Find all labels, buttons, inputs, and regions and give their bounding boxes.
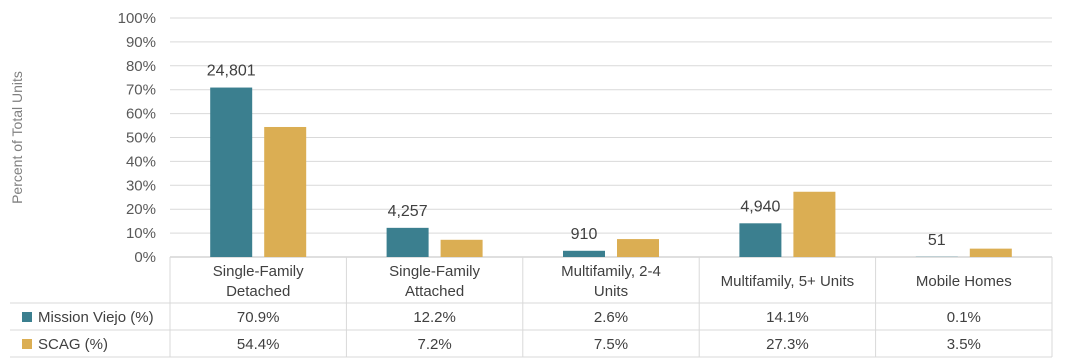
category-label: Multifamily, 5+ Units <box>721 273 855 290</box>
category-label: Single-Family <box>389 263 480 280</box>
bar-mission-viejo <box>386 227 429 257</box>
table-cell: 7.5% <box>594 336 628 353</box>
y-tick-label: 40% <box>126 153 156 170</box>
bar-scag <box>793 191 836 257</box>
y-tick-label: 50% <box>126 130 156 147</box>
y-tick-label: 30% <box>126 177 156 194</box>
data-label: 51 <box>928 232 946 249</box>
bar-scag <box>440 239 483 257</box>
y-tick-label: 20% <box>126 201 156 218</box>
table-cell: 54.4% <box>237 336 280 353</box>
y-tick-label: 10% <box>126 225 156 242</box>
legend-swatch-mission-viejo <box>22 312 32 322</box>
category-label: Units <box>594 283 628 300</box>
bar-scag <box>264 126 307 257</box>
data-label: 910 <box>571 226 598 243</box>
y-tick-label: 100% <box>118 10 156 27</box>
legend-label: SCAG (%) <box>38 336 108 353</box>
bar-mission-viejo <box>739 223 782 257</box>
table-cell: 7.2% <box>417 336 451 353</box>
y-tick-label: 90% <box>126 34 156 51</box>
y-axis-label: Percent of Total Units <box>9 71 25 204</box>
category-label: Single-Family <box>213 263 304 280</box>
bar-scag <box>617 239 659 257</box>
category-label: Multifamily, 2-4 <box>561 263 661 280</box>
table-cell: 2.6% <box>594 309 628 326</box>
table-cell: 27.3% <box>766 336 809 353</box>
table-cell: 3.5% <box>947 336 981 353</box>
legend-swatch-scag <box>22 339 32 349</box>
category-label: Attached <box>405 283 464 300</box>
bar-mission-viejo <box>563 250 605 257</box>
y-tick-label: 60% <box>126 106 156 123</box>
y-tick-label: 0% <box>134 249 156 266</box>
data-label: 4,940 <box>740 198 780 215</box>
legend-label: Mission Viejo (%) <box>38 309 154 326</box>
y-tick-label: 80% <box>126 58 156 75</box>
table-cell: 14.1% <box>766 309 809 326</box>
y-tick-label: 70% <box>126 82 156 99</box>
table-cell: 0.1% <box>947 309 981 326</box>
category-label: Detached <box>226 283 290 300</box>
data-label: 24,801 <box>207 63 256 80</box>
bar-mission-viejo <box>210 87 253 257</box>
table-cell: 12.2% <box>413 309 456 326</box>
table-cell: 70.9% <box>237 309 280 326</box>
bar-scag <box>969 248 1012 257</box>
category-label: Mobile Homes <box>916 273 1012 290</box>
data-label: 4,257 <box>388 203 428 220</box>
